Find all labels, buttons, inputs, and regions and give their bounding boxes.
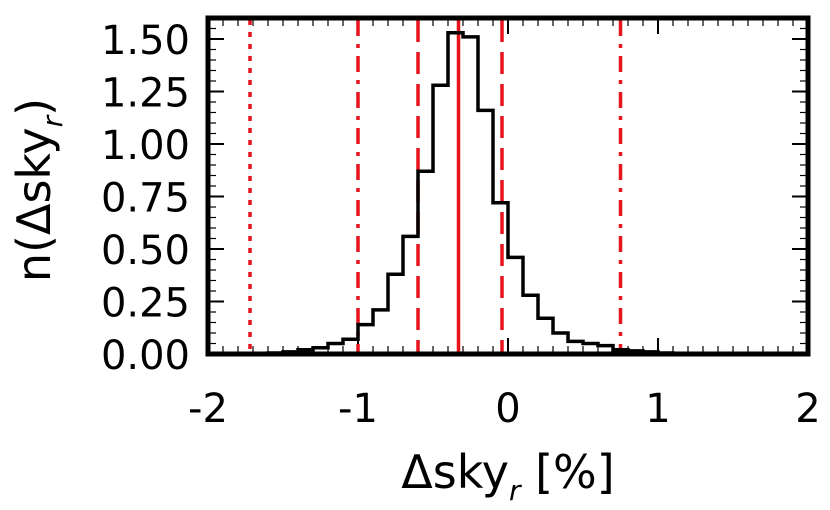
plot-frame xyxy=(205,15,811,357)
histogram-bin xyxy=(418,171,433,354)
y-axis-label-main: n(Δsky xyxy=(7,127,61,282)
x-axis-label-subscript: r xyxy=(509,474,522,507)
x-tick-label: 0 xyxy=(495,386,520,432)
x-axis-label-main: Δsky xyxy=(401,445,509,499)
y-tick-label: 0.25 xyxy=(101,281,190,327)
y-axis-label-suffix: ) xyxy=(7,98,61,116)
y-tick-label: 1.00 xyxy=(101,123,190,169)
histogram-bin xyxy=(403,236,418,354)
histogram-bin xyxy=(523,295,538,354)
histogram-bin xyxy=(388,274,403,354)
y-axis-label-subscript: r xyxy=(36,114,69,127)
x-axis-label-suffix: [%] xyxy=(520,445,614,499)
y-tick-label: 1.25 xyxy=(101,71,190,117)
histogram-bin xyxy=(553,333,568,354)
histogram-bin xyxy=(463,37,478,354)
y-tick-label: 1.50 xyxy=(101,18,190,64)
x-tick-label: 1 xyxy=(645,386,670,432)
histogram-series xyxy=(208,30,808,356)
y-axis-label: n(Δskyr) xyxy=(7,98,69,282)
histogram-bin xyxy=(448,33,463,354)
x-tick-label: -2 xyxy=(188,386,228,432)
histogram-bin xyxy=(508,257,523,354)
tick-labels: -2 -1 0 1 2 0.00 0.25 0.50 0.75 1.00 1.25 1.50 xyxy=(101,18,821,432)
y-tick-label: 0.75 xyxy=(101,176,190,222)
x-tick-label: 2 xyxy=(795,386,820,432)
x-tick-label: -1 xyxy=(338,386,378,432)
y-tick-label: 0.50 xyxy=(101,228,190,274)
histogram-bin xyxy=(538,318,553,354)
histogram-bin xyxy=(373,310,388,354)
x-axis-label: Δskyr [%] xyxy=(401,445,614,507)
histogram-bin xyxy=(433,85,448,354)
histogram-bin xyxy=(493,203,508,354)
y-tick-label: 0.00 xyxy=(101,333,190,379)
histogram-bin xyxy=(478,110,493,354)
histogram-bin xyxy=(358,325,373,354)
